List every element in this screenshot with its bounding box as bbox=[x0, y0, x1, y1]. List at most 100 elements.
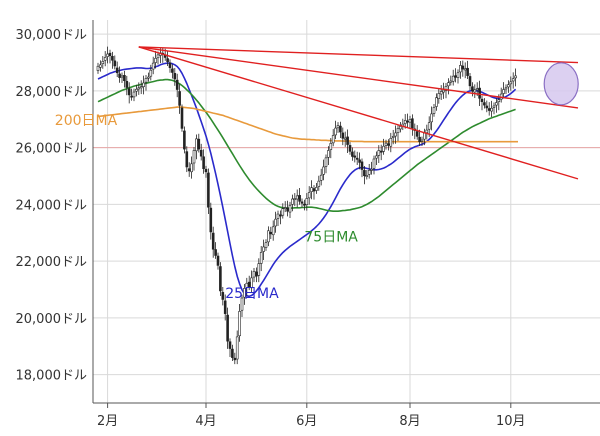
y-tick-label: 22,000ドル bbox=[16, 255, 88, 270]
candle-body bbox=[447, 82, 450, 87]
candle-body bbox=[437, 93, 441, 99]
candle-body bbox=[286, 207, 289, 212]
candle-body bbox=[178, 91, 181, 106]
candle-body bbox=[317, 180, 321, 187]
candle-body bbox=[99, 64, 102, 68]
candle-body bbox=[475, 88, 479, 91]
candle-body bbox=[483, 102, 486, 106]
candle-body bbox=[459, 65, 462, 73]
candle-body bbox=[255, 271, 258, 277]
candle-body bbox=[439, 91, 443, 95]
candle-body bbox=[298, 195, 301, 202]
candle-body bbox=[396, 128, 400, 133]
candle-body bbox=[427, 122, 431, 130]
label-layer: 200日MA 25日MA 75日MA bbox=[55, 113, 358, 302]
y-tick-label: 20,000ドル bbox=[16, 312, 88, 327]
candle-body bbox=[420, 139, 424, 142]
candle-body bbox=[343, 137, 347, 140]
candle-body bbox=[497, 99, 501, 103]
highlight-layer bbox=[543, 62, 579, 106]
candle-body bbox=[300, 201, 304, 204]
candle-body bbox=[348, 145, 352, 152]
candle-body bbox=[96, 65, 100, 71]
candle-body bbox=[389, 138, 393, 147]
candle-body bbox=[387, 143, 390, 146]
candle-body bbox=[264, 242, 268, 248]
candle-body bbox=[487, 108, 491, 111]
moving-average-label: 25日MA bbox=[225, 286, 279, 302]
candle-body bbox=[375, 155, 378, 159]
candle-body bbox=[257, 263, 261, 276]
candle-body bbox=[279, 214, 282, 217]
candle-body bbox=[274, 218, 277, 227]
candle-body bbox=[394, 132, 397, 137]
candle-body bbox=[466, 67, 469, 76]
candle-body bbox=[231, 348, 234, 358]
candle-body bbox=[511, 78, 515, 82]
candle-body bbox=[233, 357, 237, 361]
candle-body bbox=[451, 75, 455, 82]
x-tick-label: 4月 bbox=[195, 414, 216, 429]
candle-body bbox=[190, 163, 193, 173]
candle-body bbox=[221, 292, 225, 300]
candle-body bbox=[307, 192, 311, 199]
candle-body bbox=[504, 87, 508, 90]
candle-body bbox=[238, 311, 241, 337]
candle-body bbox=[382, 145, 385, 152]
candle-body bbox=[456, 72, 460, 78]
candle-body bbox=[471, 86, 474, 92]
candle-body bbox=[252, 271, 256, 278]
candle-body bbox=[411, 118, 414, 129]
candle-body bbox=[319, 174, 323, 181]
x-tick-label: 6月 bbox=[296, 414, 317, 429]
candle-body bbox=[295, 195, 299, 200]
candle-body bbox=[281, 208, 285, 216]
candle-body bbox=[247, 281, 251, 287]
candle-body bbox=[207, 172, 210, 208]
candle-body bbox=[454, 75, 457, 78]
candle-body bbox=[187, 168, 191, 172]
trendline-layer bbox=[138, 46, 579, 180]
moving-average-label: 200日MA bbox=[55, 113, 118, 129]
candle-body bbox=[113, 60, 117, 67]
candle-body bbox=[379, 150, 383, 153]
candle-body bbox=[243, 288, 246, 298]
candle-body bbox=[406, 120, 409, 123]
candle-body bbox=[329, 143, 333, 150]
candle-body bbox=[322, 166, 325, 175]
y-tick-label: 24,000ドル bbox=[16, 198, 88, 213]
candle-body bbox=[151, 62, 155, 70]
candle-body bbox=[118, 73, 121, 78]
candle-body bbox=[209, 207, 213, 233]
candle-body bbox=[139, 86, 143, 89]
candle-body bbox=[303, 203, 306, 206]
candle-body bbox=[310, 187, 313, 192]
trendline bbox=[138, 46, 579, 109]
candle-body bbox=[137, 87, 141, 90]
candle-body bbox=[154, 57, 157, 63]
candle-body bbox=[228, 341, 232, 349]
candle-body bbox=[180, 107, 184, 129]
candle-body bbox=[276, 213, 280, 219]
y-tick-label: 18,000ドル bbox=[16, 369, 88, 384]
candle-body bbox=[355, 157, 359, 160]
candle-body bbox=[334, 127, 337, 136]
y-tick-label: 28,000ドル bbox=[16, 85, 88, 100]
axis-layer: 30,000ドル 28,000ドル 26,000ドル 24,000ドル 22,000ドル… bbox=[16, 20, 600, 429]
candle-body bbox=[175, 79, 179, 90]
candle-body bbox=[391, 136, 395, 138]
candle-body bbox=[435, 97, 438, 107]
candle-body bbox=[219, 266, 222, 292]
candle-body bbox=[103, 57, 107, 61]
candle-body bbox=[509, 81, 513, 85]
candle-body bbox=[192, 150, 196, 164]
candle-body bbox=[120, 75, 124, 78]
candle-body bbox=[403, 120, 407, 124]
candle-body bbox=[259, 252, 263, 264]
candle-body bbox=[156, 54, 160, 59]
candle-body bbox=[293, 198, 297, 200]
moving-average-label: 75日MA bbox=[304, 229, 358, 245]
x-tick-label: 10月 bbox=[496, 414, 526, 429]
